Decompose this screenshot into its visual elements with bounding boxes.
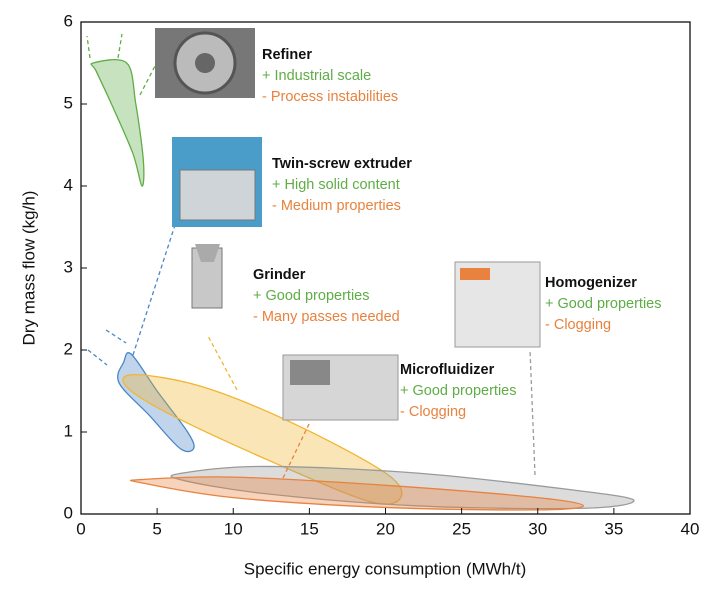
y-tick-label: 0 — [64, 503, 73, 522]
x-axis-label: Specific energy consumption (MWh/t) — [244, 559, 527, 578]
device-name: Refiner — [262, 47, 312, 63]
device-name: Twin-screw extruder — [272, 156, 412, 172]
region — [170, 465, 635, 510]
x-tick-label: 0 — [76, 519, 85, 538]
drawback: - Many passes needed — [253, 309, 400, 325]
photos — [155, 28, 541, 421]
y-tick-label: 1 — [64, 421, 73, 440]
region — [117, 352, 195, 453]
x-tick-label: 20 — [376, 519, 395, 538]
drawback: - Process instabilities — [262, 89, 398, 105]
drawback: - Clogging — [545, 317, 611, 333]
leaders — [86, 33, 536, 479]
x-tick-label: 25 — [452, 519, 471, 538]
x-tick-label: 10 — [224, 519, 243, 538]
y-axis-label: Dry mass flow (kg/h) — [19, 191, 38, 346]
advantage: + Good properties — [545, 296, 661, 312]
x-tick-label: 5 — [152, 519, 161, 538]
advantage: + Industrial scale — [262, 68, 371, 84]
region — [129, 476, 585, 511]
x-tick-label: 30 — [528, 519, 547, 538]
x-tick-label: 40 — [681, 519, 700, 538]
drawback: - Clogging — [400, 404, 466, 420]
advantage: + High solid content — [272, 177, 400, 193]
y-tick-label: 5 — [64, 93, 73, 112]
advantage: + Good properties — [400, 383, 516, 399]
advantage: + Good properties — [253, 288, 369, 304]
y-tick-label: 4 — [64, 175, 73, 194]
y-tick-label: 2 — [64, 339, 73, 358]
region — [90, 58, 145, 187]
regions — [90, 58, 635, 511]
y-tick-label: 6 — [64, 11, 73, 30]
drawback: - Medium properties — [272, 198, 401, 214]
x-tick-label: 15 — [300, 519, 319, 538]
device-name: Grinder — [253, 267, 306, 283]
device-name: Homogenizer — [545, 275, 637, 291]
region — [122, 373, 403, 505]
device-name: Microfluidizer — [400, 362, 495, 378]
x-tick-label: 35 — [604, 519, 623, 538]
y-tick-label: 3 — [64, 257, 73, 276]
